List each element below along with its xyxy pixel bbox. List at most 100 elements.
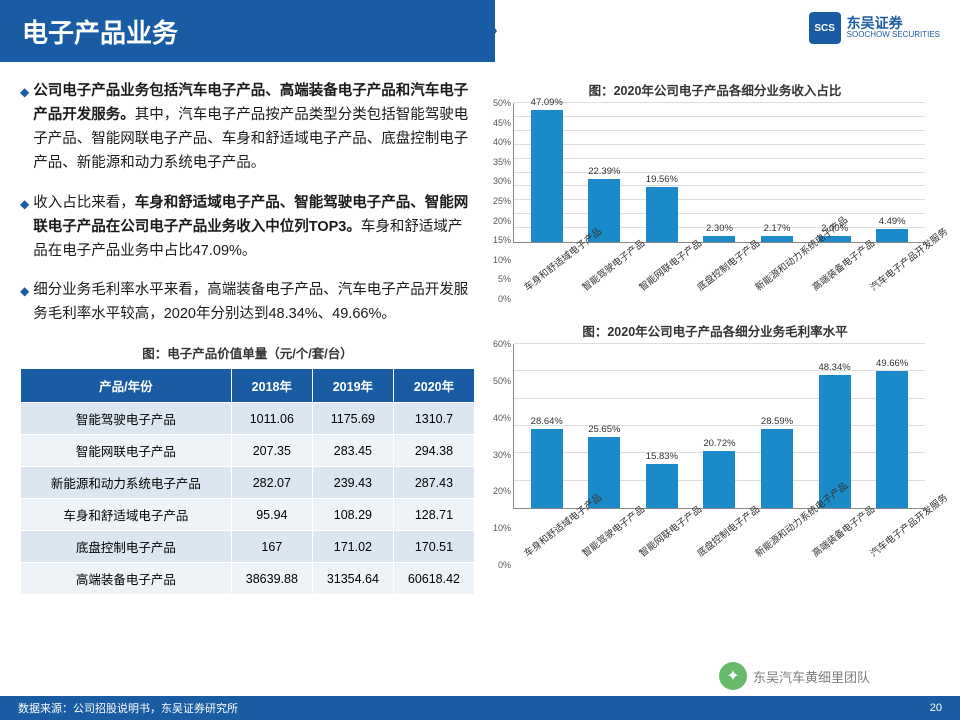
x-label: 汽车电子产品开发服务 xyxy=(869,255,943,330)
bullet-item: ◆公司电子产品业务包括汽车电子产品、高端装备电子产品和汽车电子产品开发服务。其中… xyxy=(20,80,475,176)
table-title: 图：电子产品价值单量（元/个/套/台） xyxy=(20,343,475,362)
table-cell: 智能网联电子产品 xyxy=(21,435,232,467)
logo-cn: 东吴证券 xyxy=(847,16,940,31)
y-tick: 50% xyxy=(493,376,511,386)
wechat-icon: ✦ xyxy=(719,662,747,690)
bar xyxy=(646,464,678,508)
table-cell: 新能源和动力系统电子产品 xyxy=(21,467,232,499)
y-tick: 50% xyxy=(493,98,511,108)
x-label: 汽车电子产品开发服务 xyxy=(869,521,943,596)
table-header: 2019年 xyxy=(312,369,393,403)
table-row: 高端装备电子产品38639.8831354.6460618.42 xyxy=(21,563,475,595)
table-cell: 287.43 xyxy=(393,467,474,499)
bar xyxy=(761,429,793,508)
y-tick: 0% xyxy=(498,560,511,570)
y-tick: 5% xyxy=(498,274,511,284)
table-cell: 171.02 xyxy=(312,531,393,563)
bullet-mark: ◆ xyxy=(20,195,29,264)
bar-group: 4.49% xyxy=(867,216,917,242)
page-title: 电子产品业务 xyxy=(22,13,178,50)
bar-group: 20.72% xyxy=(694,438,744,508)
y-tick: 10% xyxy=(493,255,511,265)
bar-group: 22.39% xyxy=(579,166,629,242)
chart1-title: 图：2020年公司电子产品各细分业务收入占比 xyxy=(485,80,945,99)
table-row: 智能网联电子产品207.35283.45294.38 xyxy=(21,435,475,467)
chart2: 0%10%20%30%40%50%60%28.64%25.65%15.83%20… xyxy=(485,344,925,565)
table-cell: 底盘控制电子产品 xyxy=(21,531,232,563)
table-row: 新能源和动力系统电子产品282.07239.43287.43 xyxy=(21,467,475,499)
y-tick: 15% xyxy=(493,235,511,245)
left-column: ◆公司电子产品业务包括汽车电子产品、高端装备电子产品和汽车电子产品开发服务。其中… xyxy=(20,80,475,595)
table-header: 2018年 xyxy=(231,369,312,403)
bar xyxy=(703,236,735,242)
y-tick: 20% xyxy=(493,486,511,496)
table-row: 车身和舒适域电子产品95.94108.29128.71 xyxy=(21,499,475,531)
table-cell: 283.45 xyxy=(312,435,393,467)
watermark: ✦ 东吴汽车黄细里团队 xyxy=(719,662,870,690)
table-cell: 1310.7 xyxy=(393,403,474,435)
bar-group: 2.30% xyxy=(694,223,744,242)
table-cell: 282.07 xyxy=(231,467,312,499)
table-row: 底盘控制电子产品167171.02170.51 xyxy=(21,531,475,563)
footer: 数据来源：公司招股说明书，东吴证券研究所 20 xyxy=(0,696,960,720)
table-header: 产品/年份 xyxy=(21,369,232,403)
bar-value-label: 19.56% xyxy=(646,174,678,185)
bullet-item: ◆收入占比来看，车身和舒适域电子产品、智能驾驶电子产品、智能网联电子产品在公司电… xyxy=(20,192,475,264)
table-cell: 128.71 xyxy=(393,499,474,531)
bar-value-label: 2.17% xyxy=(764,223,791,234)
footer-source: 数据来源：公司招股说明书，东吴证券研究所 xyxy=(18,700,238,716)
bar-value-label: 47.09% xyxy=(531,97,563,108)
bar-group: 49.66% xyxy=(867,358,917,508)
brand-logo: SCS 东吴证券 SOOCHOW SECURITIES xyxy=(809,12,940,44)
y-tick: 20% xyxy=(493,216,511,226)
bar xyxy=(761,236,793,242)
bar xyxy=(703,451,735,508)
y-tick: 10% xyxy=(493,523,511,533)
bar-group: 47.09% xyxy=(522,97,572,242)
content: ◆公司电子产品业务包括汽车电子产品、高端装备电子产品和汽车电子产品开发服务。其中… xyxy=(0,62,960,595)
chart1-wrap: 图：2020年公司电子产品各细分业务收入占比 0%5%10%15%20%25%3… xyxy=(485,80,945,299)
y-tick: 25% xyxy=(493,196,511,206)
bar-value-label: 28.64% xyxy=(531,416,563,427)
y-tick: 30% xyxy=(493,450,511,460)
table-cell: 60618.42 xyxy=(393,563,474,595)
table-cell: 38639.88 xyxy=(231,563,312,595)
bullet-item: ◆细分业务毛利率水平来看，高端装备电子产品、汽车电子产品开发服务毛利率水平较高，… xyxy=(20,279,475,327)
price-table: 产品/年份2018年2019年2020年 智能驾驶电子产品1011.061175… xyxy=(20,368,475,595)
chart2-wrap: 图：2020年公司电子产品各细分业务毛利率水平 0%10%20%30%40%50… xyxy=(485,321,945,565)
bullet-mark: ◆ xyxy=(20,83,29,176)
bar-value-label: 22.39% xyxy=(588,166,620,177)
header-arrow xyxy=(475,0,497,62)
table-cell: 167 xyxy=(231,531,312,563)
y-tick: 45% xyxy=(493,118,511,128)
bar-value-label: 25.65% xyxy=(588,424,620,435)
bar-value-label: 15.83% xyxy=(646,451,678,462)
table-cell: 207.35 xyxy=(231,435,312,467)
watermark-text: 东吴汽车黄细里团队 xyxy=(753,667,870,686)
y-tick: 30% xyxy=(493,176,511,186)
bar-value-label: 20.72% xyxy=(703,438,735,449)
bar-group: 28.59% xyxy=(752,416,802,508)
bar-value-label: 28.59% xyxy=(761,416,793,427)
bullet-mark: ◆ xyxy=(20,282,29,327)
table-header: 2020年 xyxy=(393,369,474,403)
y-tick: 35% xyxy=(493,157,511,167)
table-cell: 智能驾驶电子产品 xyxy=(21,403,232,435)
bar xyxy=(876,371,908,508)
table-cell: 31354.64 xyxy=(312,563,393,595)
logo-icon: SCS xyxy=(809,12,841,44)
logo-en: SOOCHOW SECURITIES xyxy=(847,31,940,40)
table-cell: 1011.06 xyxy=(231,403,312,435)
bullet-text: 细分业务毛利率水平来看，高端装备电子产品、汽车电子产品开发服务毛利率水平较高，2… xyxy=(33,279,475,327)
bullet-list: ◆公司电子产品业务包括汽车电子产品、高端装备电子产品和汽车电子产品开发服务。其中… xyxy=(20,80,475,327)
table-cell: 239.43 xyxy=(312,467,393,499)
bar-group: 28.64% xyxy=(522,416,572,508)
bar-value-label: 4.49% xyxy=(879,216,906,227)
bullet-text: 收入占比来看，车身和舒适域电子产品、智能驾驶电子产品、智能网联电子产品在公司电子… xyxy=(33,192,475,264)
table-cell: 高端装备电子产品 xyxy=(21,563,232,595)
y-tick: 40% xyxy=(493,137,511,147)
bullet-text: 公司电子产品业务包括汽车电子产品、高端装备电子产品和汽车电子产品开发服务。其中，… xyxy=(33,80,475,176)
bar xyxy=(876,229,908,242)
bar xyxy=(646,187,678,242)
bar-value-label: 2.30% xyxy=(706,223,733,234)
